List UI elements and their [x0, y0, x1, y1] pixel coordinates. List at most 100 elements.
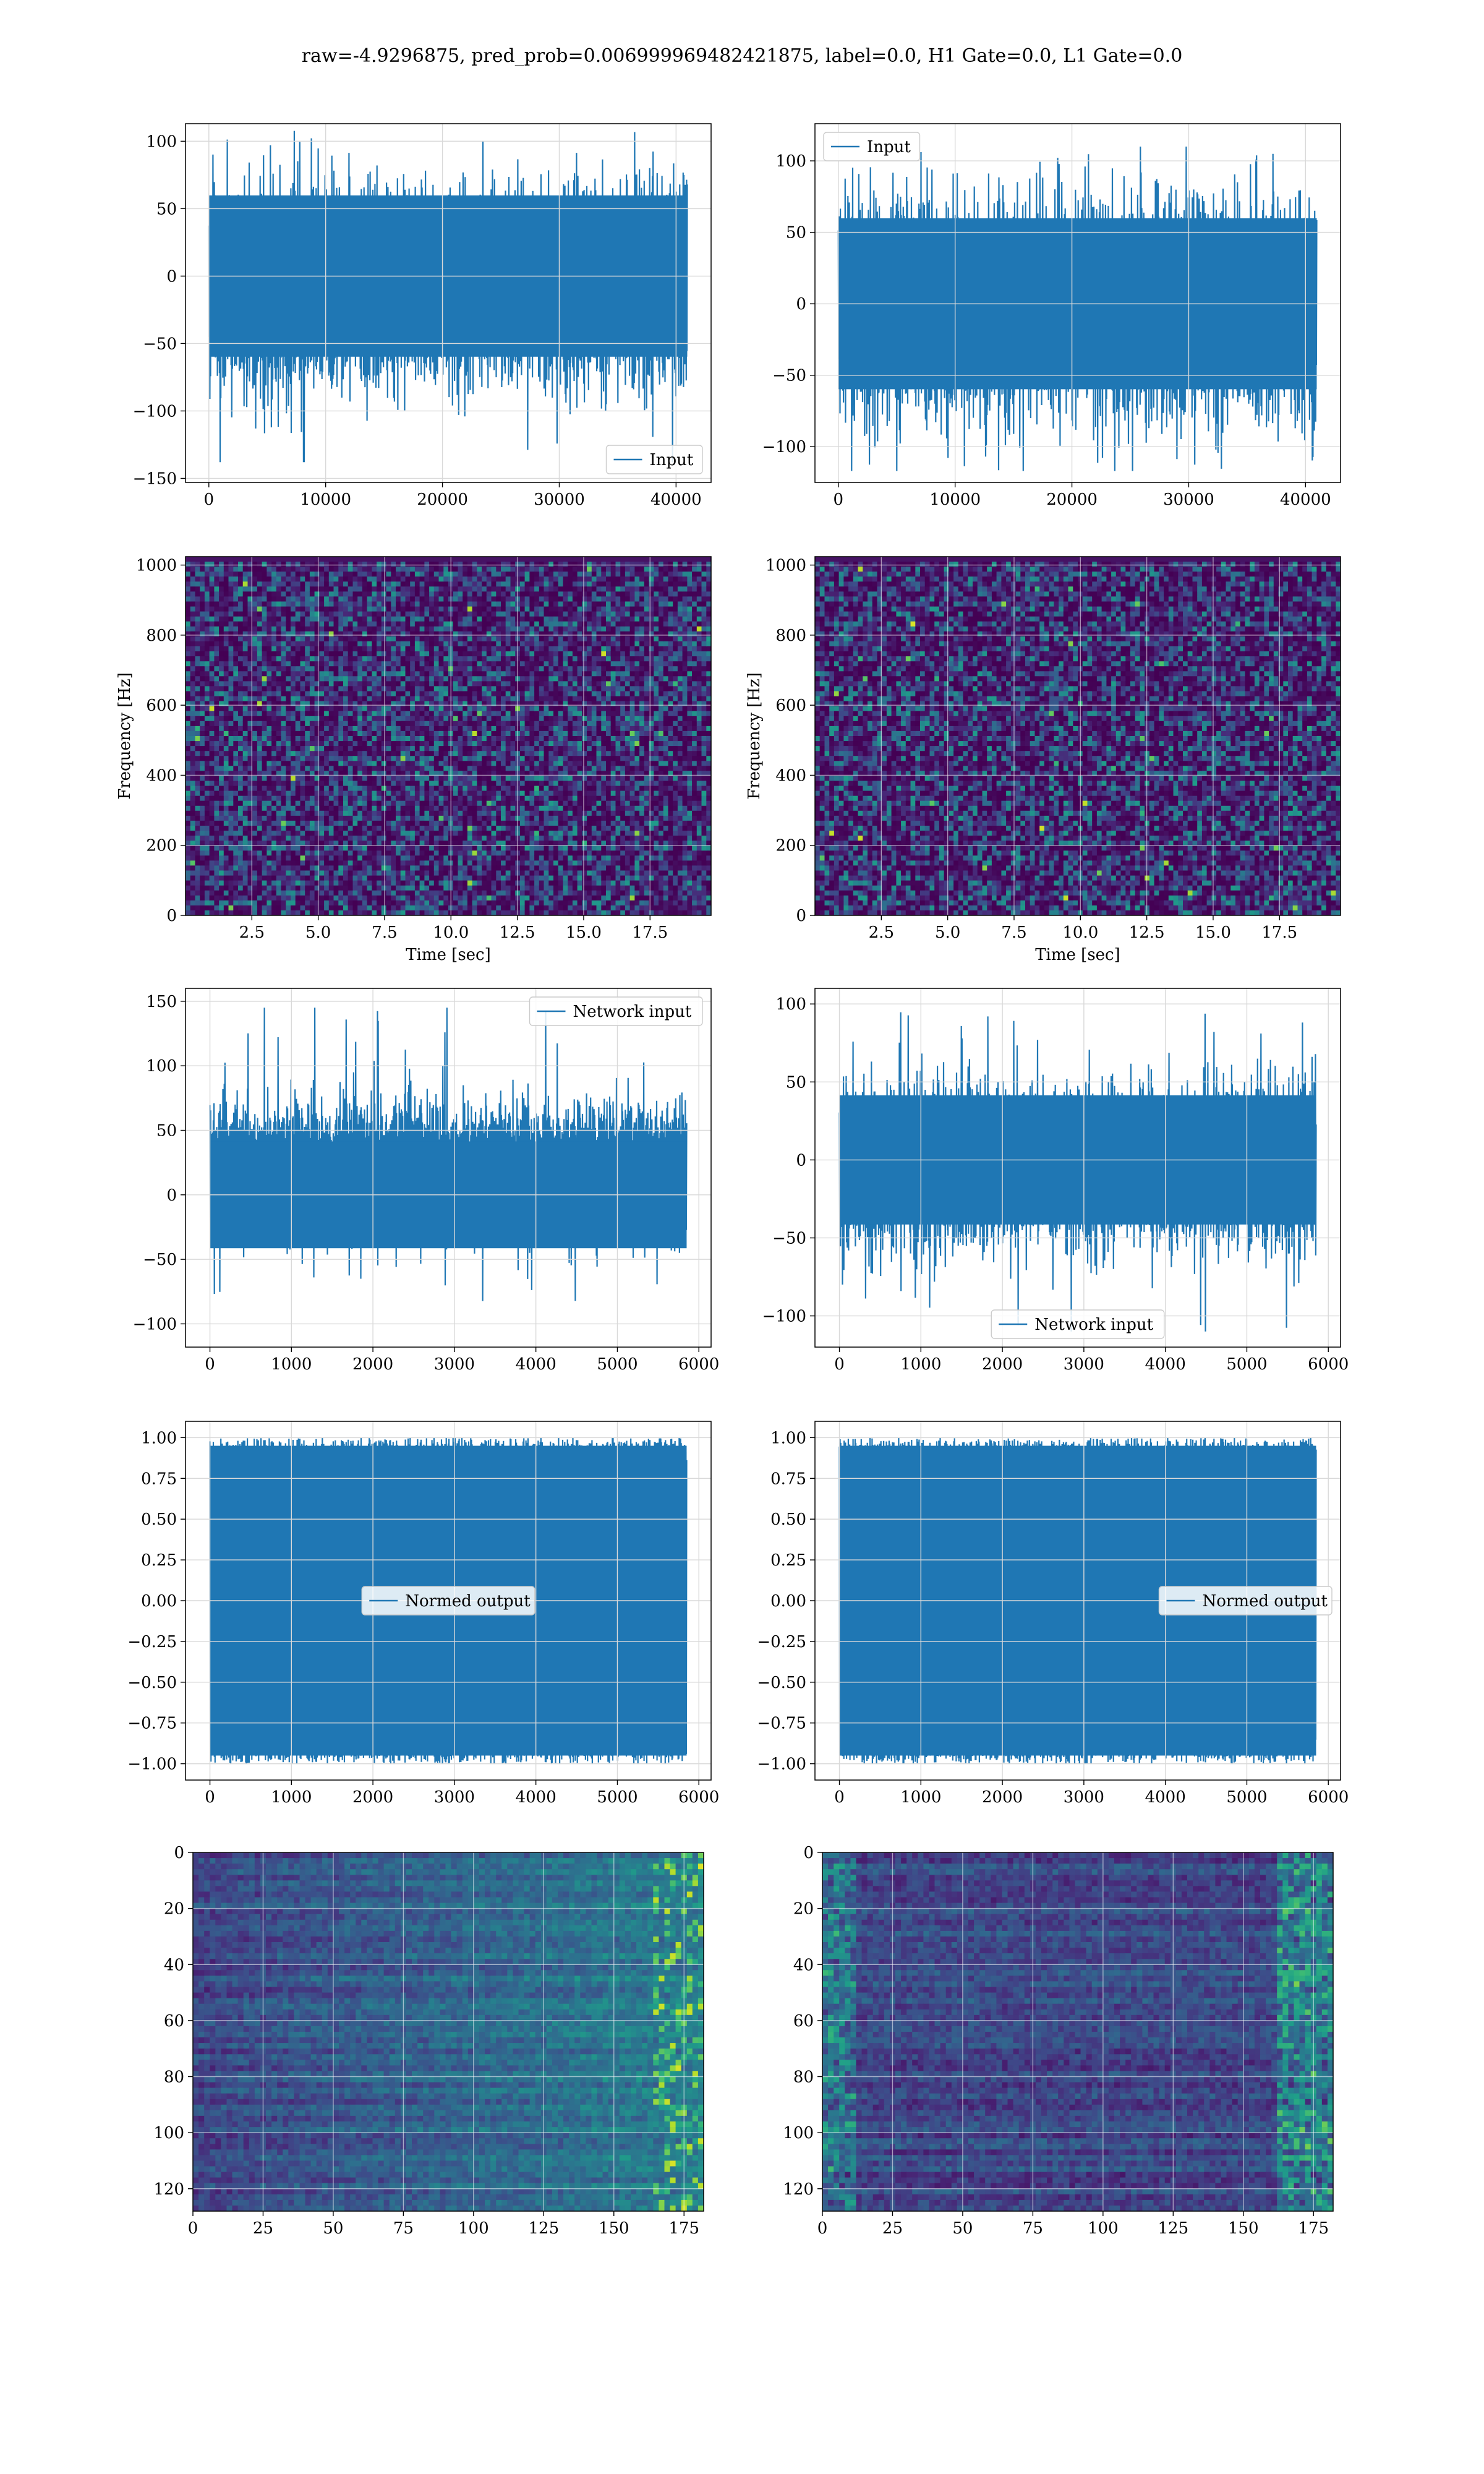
spectrogram-cell	[223, 845, 229, 851]
spectrogram-cell	[410, 766, 416, 771]
spectrogram-cell	[195, 596, 200, 602]
spectrogram-cell	[324, 711, 330, 717]
spectrogram-cell	[433, 771, 440, 777]
spectrogram-cell	[391, 870, 396, 876]
spectrogram-cell	[486, 890, 492, 896]
spectrogram-cell	[295, 805, 301, 811]
spectrogram-cell	[377, 616, 382, 622]
spectrogram-cell	[214, 691, 220, 697]
spectrogram-cell	[458, 586, 463, 592]
spectrogram-cell	[271, 686, 277, 692]
spectrogram-cell	[190, 631, 195, 637]
spectrogram-cell	[214, 596, 220, 602]
spectrogram-cell	[286, 785, 291, 792]
spectrogram-cell	[314, 880, 320, 886]
spectrogram-cell	[405, 631, 411, 637]
spectrogram-cell	[433, 641, 440, 647]
spectrogram-cell	[190, 621, 195, 627]
spectrogram-cell	[338, 557, 344, 562]
spectrogram-cell	[291, 756, 296, 761]
spectrogram-cell	[400, 741, 406, 747]
spectrogram-cell	[391, 820, 396, 826]
spectrogram-cell	[233, 741, 239, 747]
spectrogram-cell	[247, 885, 253, 891]
spectrogram-cell	[505, 681, 511, 687]
spectrogram-cell	[204, 696, 210, 702]
spectrogram-cell	[333, 870, 339, 876]
spectrogram-cell	[467, 836, 473, 841]
spectrogram-cell	[381, 581, 387, 587]
spectrogram-cell	[357, 810, 363, 816]
spectrogram-cell	[324, 721, 330, 727]
spectrogram-cell	[333, 880, 339, 886]
spectrogram-cell	[319, 741, 325, 747]
spectrogram-cell	[195, 671, 200, 677]
spectrogram-cell	[238, 885, 244, 891]
spectrogram-cell	[372, 671, 377, 677]
spectrogram-cell	[405, 771, 411, 777]
spectrogram-cell	[453, 591, 458, 597]
spectrogram-cell	[400, 651, 406, 657]
spectrogram-cell	[262, 571, 267, 577]
spectrogram-cell	[314, 820, 320, 826]
spectrogram-cell	[252, 870, 258, 876]
spectrogram-cell	[386, 656, 391, 662]
spectrogram-cell	[463, 800, 468, 807]
spectrogram-cell	[257, 795, 263, 802]
spectrogram-cell	[219, 820, 224, 826]
spectrogram-cell	[305, 651, 310, 657]
spectrogram-cell	[458, 626, 463, 632]
spectrogram-cell	[214, 751, 220, 756]
spectrogram-cell	[486, 751, 492, 756]
spectrogram-cell	[209, 576, 215, 582]
spectrogram-cell	[438, 841, 444, 846]
spectrogram-cell	[291, 562, 296, 567]
spectrogram-cell	[286, 676, 291, 682]
spectrogram-cell	[438, 606, 444, 612]
spectrogram-cell	[381, 691, 387, 697]
spectrogram-cell	[486, 790, 492, 797]
spectrogram-cell	[305, 581, 310, 587]
spectrogram-cell	[338, 836, 344, 841]
spectrogram-cell	[491, 820, 497, 826]
spectrogram-cell	[200, 686, 205, 692]
spectrogram-cell	[238, 681, 244, 687]
spectrogram-cell	[496, 836, 501, 841]
spectrogram-cell	[496, 781, 501, 787]
spectrogram-cell	[214, 890, 220, 896]
spectrogram-cell	[209, 711, 215, 717]
spectrogram-cell	[505, 766, 511, 771]
spectrogram-cell	[338, 706, 344, 712]
spectrogram-cell	[381, 860, 387, 867]
spectrogram-cell	[410, 890, 416, 896]
spectrogram-cell	[247, 646, 253, 652]
spectrogram-cell	[333, 641, 339, 647]
spectrogram-cell	[414, 815, 420, 821]
spectrogram-cell	[262, 626, 267, 632]
spectrogram-cell	[463, 601, 468, 607]
spectrogram-cell	[463, 586, 468, 592]
spectrogram-cell	[238, 736, 244, 742]
spectrogram-cell	[267, 581, 272, 587]
spectrogram-cell	[386, 870, 391, 876]
spectrogram-cell	[357, 741, 363, 747]
spectrogram-cell	[410, 626, 416, 632]
spectrogram-cell	[242, 726, 248, 732]
spectrogram-cell	[463, 591, 468, 597]
spectrogram-cell	[453, 557, 458, 562]
spectrogram-cell	[482, 845, 487, 851]
spectrogram-cell	[352, 890, 358, 896]
spectrogram-cell	[453, 671, 458, 677]
spectrogram-cell	[348, 581, 353, 587]
spectrogram-cell	[195, 795, 200, 802]
spectrogram-cell	[314, 651, 320, 657]
spectrogram-cell	[319, 616, 325, 622]
spectrogram-cell	[209, 681, 215, 687]
spectrogram-cell	[410, 785, 416, 792]
spectrogram-cell	[186, 890, 191, 896]
spectrogram-cell	[405, 676, 411, 682]
spectrogram-cell	[486, 841, 492, 846]
spectrogram-cell	[314, 860, 320, 867]
spectrogram-cell	[429, 756, 435, 761]
spectrogram-cell	[396, 875, 401, 881]
